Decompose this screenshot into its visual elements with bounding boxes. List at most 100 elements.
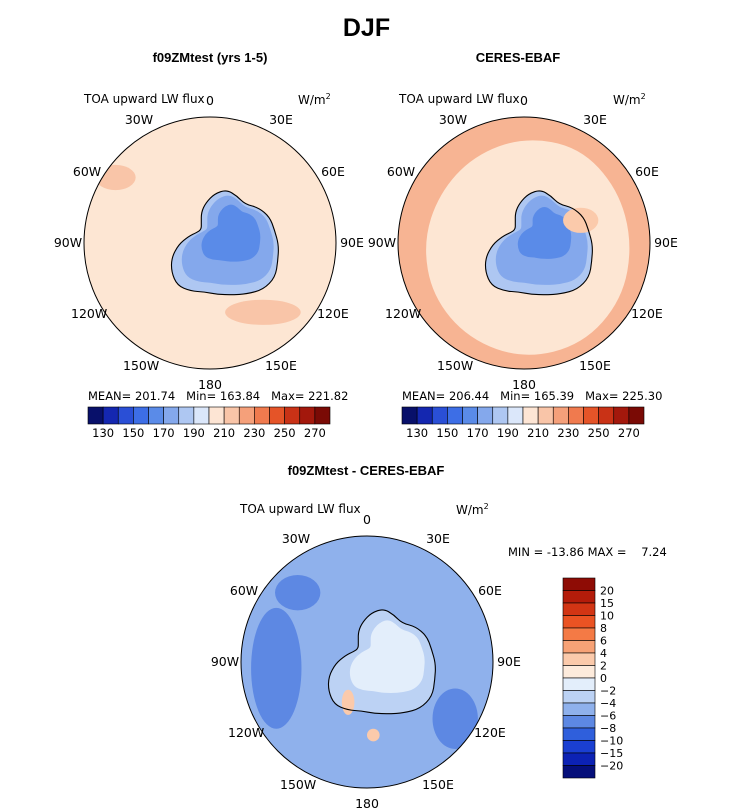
- map-border: [397, 116, 651, 370]
- panel3-stats: MIN = -13.86 MAX = 7.24: [508, 545, 667, 559]
- colorbar-tick-label: 6: [600, 635, 607, 648]
- colorbar-swatch: [562, 690, 596, 704]
- continent-contour-1: [349, 620, 425, 693]
- colorbar-tick-label: 210: [213, 426, 235, 440]
- map-border: [240, 535, 494, 789]
- field-patch-2: [432, 688, 478, 749]
- map-fill-layer: [241, 536, 493, 788]
- colorbar-swatch: [562, 577, 596, 591]
- lon-label: 120E: [317, 306, 349, 321]
- colorbar-swatch: [562, 677, 596, 691]
- colorbar-tick-label: 270: [618, 426, 640, 440]
- panel1-stats: MEAN= 201.74 Min= 163.84 Max= 221.82: [88, 389, 349, 403]
- lon-label: 180: [355, 796, 379, 811]
- colorbar-tick-label: 2: [600, 660, 607, 673]
- lon-label: 0: [363, 512, 371, 527]
- colorbar-tick-label: 0: [600, 672, 607, 685]
- lon-label: 0: [520, 93, 528, 108]
- panel2-units: W/m2: [613, 92, 646, 107]
- colorbar-swatch: [562, 765, 596, 779]
- colorbar-swatch: [562, 665, 596, 679]
- lon-label: 150W: [437, 357, 474, 373]
- colorbar-tick-label: 150: [436, 426, 458, 440]
- field-patch-0: [563, 207, 599, 233]
- panel3-units: W/m2: [456, 502, 489, 517]
- lon-label: 60W: [386, 164, 416, 179]
- coastline: [484, 190, 593, 296]
- colorbar-tick-label: 250: [274, 426, 296, 440]
- lon-label: 150W: [123, 357, 160, 373]
- lon-label: 60E: [478, 583, 502, 598]
- colorbar-tick-label: 230: [243, 426, 265, 440]
- map-fill-layer: [398, 117, 650, 369]
- panel2-title: CERES-EBAF: [475, 50, 561, 65]
- panel3-title: f09ZMtest - CERES-EBAF: [287, 463, 445, 478]
- lon-label: 90E: [497, 654, 521, 669]
- colorbar-tick-label: 190: [497, 426, 519, 440]
- panel2-stats: MEAN= 206.44 Min= 165.39 Max= 225.30: [402, 389, 663, 403]
- lon-label: 150E: [579, 357, 611, 373]
- colorbar-swatch: [562, 590, 596, 604]
- continent-contour-2: [201, 204, 261, 262]
- colorbar-swatch: [562, 740, 596, 754]
- lon-label: 120E: [474, 725, 506, 740]
- colorbar-swatch: [628, 406, 645, 425]
- panel1-variable-label: TOA upward LW flux: [84, 92, 205, 106]
- lon-label: 150W: [280, 776, 317, 792]
- colorbar-swatch: [562, 602, 596, 616]
- colorbar-tick-label: 130: [92, 426, 114, 440]
- lon-label: 30E: [426, 531, 450, 547]
- lon-label: 30E: [583, 112, 607, 128]
- field-patch-0: [251, 607, 302, 729]
- colorbar-tick-label: −20: [600, 760, 623, 773]
- lon-label: 120E: [631, 306, 663, 321]
- colorbar-swatch: [562, 702, 596, 716]
- lon-label: 120W: [228, 725, 265, 740]
- lon-label: 90E: [654, 235, 678, 250]
- panel3-variable-label: TOA upward LW flux: [240, 502, 361, 516]
- continent-contour-2: [517, 206, 572, 259]
- lon-label: 30W: [438, 112, 468, 128]
- colorbar-swatch: [562, 627, 596, 641]
- lon-label: 120W: [385, 306, 422, 321]
- lon-label: 60W: [72, 164, 102, 179]
- colorbar-tick-label: 10: [600, 610, 614, 623]
- lon-label: 30E: [269, 112, 293, 128]
- map-fill-layer: [84, 117, 336, 369]
- colorbar-swatch: [562, 615, 596, 629]
- colorbar-tick-label: −10: [600, 735, 623, 748]
- panel1-units: W/m2: [298, 92, 331, 107]
- field-patch-1: [225, 299, 301, 325]
- colorbar-tick-label: 15: [600, 597, 614, 610]
- colorbar-tick-label: −15: [600, 747, 623, 760]
- colorbar-swatch: [314, 406, 331, 425]
- colorbar-swatch: [562, 652, 596, 666]
- lon-label: 150E: [265, 357, 297, 373]
- coastline: [170, 190, 279, 296]
- panel2-variable-label: TOA upward LW flux: [399, 92, 520, 106]
- lon-label: 0: [206, 93, 214, 108]
- lon-label: 30W: [281, 531, 311, 547]
- lon-label: 180: [512, 377, 536, 392]
- lon-label: 180: [198, 377, 222, 392]
- map-border: [83, 116, 337, 370]
- lon-label: 60W: [229, 583, 259, 598]
- colorbar-tick-label: 4: [600, 647, 607, 660]
- lon-label: 30W: [124, 112, 154, 128]
- lon-label: 90W: [210, 654, 240, 669]
- page-title: DJF: [342, 14, 391, 42]
- colorbar-swatch: [562, 715, 596, 729]
- colorbar-tick-label: 8: [600, 622, 607, 635]
- coastline: [327, 609, 436, 715]
- colorbar-tick-label: 170: [153, 426, 175, 440]
- lon-label: 90W: [367, 235, 397, 250]
- colorbar-tick-label: 20: [600, 585, 614, 598]
- panel1-title: f09ZMtest (yrs 1-5): [152, 50, 268, 65]
- colorbar-tick-label: 130: [406, 426, 428, 440]
- colorbar-swatch: [562, 640, 596, 654]
- colorbar-swatch: [562, 727, 596, 741]
- colorbar-tick-label: −4: [600, 697, 616, 710]
- field-patch-4: [367, 728, 380, 742]
